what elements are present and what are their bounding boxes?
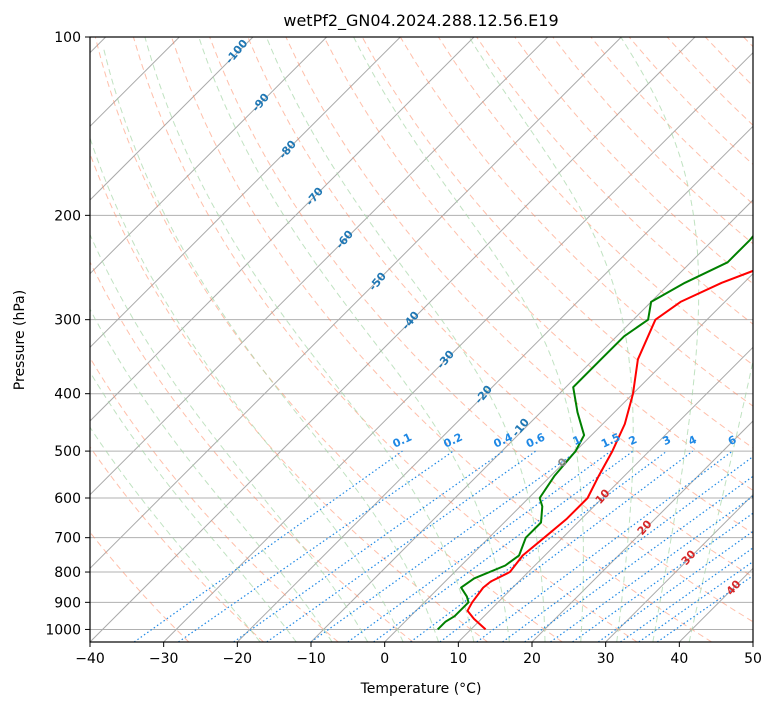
moist-adiabat-line	[198, 37, 510, 642]
isotherm-line	[90, 37, 549, 496]
isotherm-line	[384, 272, 753, 642]
y-tick-label: 200	[54, 208, 81, 224]
isotherm-line	[236, 125, 753, 642]
dry-adiabat-line	[323, 37, 753, 491]
isotherm-line	[90, 37, 401, 349]
mixing-ratio-line	[572, 512, 753, 642]
y-tick-label: 400	[54, 387, 81, 403]
y-tick-label: 500	[54, 444, 81, 460]
moist-adiabat-line	[90, 426, 261, 642]
dry-adiabat-line	[209, 37, 753, 623]
isotherm-line	[605, 493, 753, 642]
mixing-ratio-line	[410, 450, 668, 642]
moist-adiabat-line	[90, 308, 333, 642]
y-axis-title: Pressure (hPa)	[12, 290, 28, 390]
dry-adiabat-line	[514, 37, 753, 285]
mixing-ratio-line	[373, 450, 634, 642]
x-tick-label: 50	[744, 651, 762, 667]
dry-adiabat-line	[132, 37, 638, 642]
y-tick-label: 100	[54, 30, 81, 46]
dry-adiabat-line	[247, 37, 753, 578]
mixing-ratio-line	[233, 450, 504, 642]
moist-adiabat-line	[90, 136, 404, 642]
y-tick-label: 1000	[45, 622, 81, 638]
x-tick-label: −30	[149, 651, 179, 667]
y-tick-label: 600	[54, 491, 81, 507]
dry-adiabat-line	[90, 356, 339, 642]
moist-adiabat-line	[468, 37, 634, 642]
isotherm-line	[457, 346, 753, 642]
axis-layer: −40 −30 −20 −10 0 10 20 30 40 50 1000 900 800 700 600 5…	[45, 30, 762, 667]
plot-frame	[89, 36, 754, 643]
isotherm-line	[90, 37, 475, 422]
dry-adiabat-line	[476, 37, 753, 325]
x-tick-label: 30	[597, 651, 615, 667]
moist-adiabat-line	[90, 233, 369, 642]
isotherm-line	[531, 420, 753, 642]
x-tick-label: 0	[380, 651, 389, 667]
isotherm-line	[90, 37, 622, 570]
mixing-ratio-line	[476, 450, 733, 642]
mixing-ratio-line	[439, 450, 694, 642]
dewpoint-profile-line	[436, 234, 753, 631]
moist-adiabat-line	[620, 37, 700, 642]
y-tick-label: 300	[54, 313, 81, 329]
x-tick-label: −40	[75, 651, 105, 667]
mixing-ratio-line	[310, 450, 578, 642]
dry-adiabat-line	[94, 37, 563, 642]
y-tick-label: 800	[54, 565, 81, 581]
moist-adiabat-line	[103, 49, 439, 642]
y-tick-label: 900	[54, 595, 81, 611]
dry-adiabat-line	[90, 446, 264, 642]
x-axis-title: Temperature (°C)	[360, 681, 482, 697]
moist-adiabat-line	[353, 37, 584, 642]
x-tick-label: 40	[670, 651, 688, 667]
data-layer	[436, 234, 753, 631]
dry-adiabat-line	[90, 260, 414, 642]
x-tick-label: 10	[449, 651, 467, 667]
moist-adiabat-line	[265, 37, 546, 642]
temperature-profile-line	[466, 269, 753, 631]
mixing-ratio-line	[133, 450, 403, 642]
dry-adiabat-line	[171, 37, 712, 642]
x-tick-label: −10	[296, 651, 326, 667]
x-tick-label: 20	[523, 651, 541, 667]
moist-adiabat-line	[90, 370, 297, 642]
dry-adiabat-line	[285, 37, 753, 535]
isotherm-line	[163, 51, 753, 642]
mixing-ratio-line	[597, 530, 753, 642]
mixing-ratio-line	[266, 450, 537, 642]
x-tick-label: −20	[223, 651, 253, 667]
moist-adiabat-line	[144, 37, 475, 642]
mixing-ratio-line	[502, 455, 753, 642]
y-tick-label: 700	[54, 531, 81, 547]
chart-title: wetPf2_GN04.2024.288.12.56.E19	[283, 11, 558, 31]
isotherm-line	[90, 37, 696, 642]
isotherm-line	[90, 37, 328, 275]
isotherm-line	[90, 37, 254, 201]
grid-layer	[90, 37, 753, 642]
